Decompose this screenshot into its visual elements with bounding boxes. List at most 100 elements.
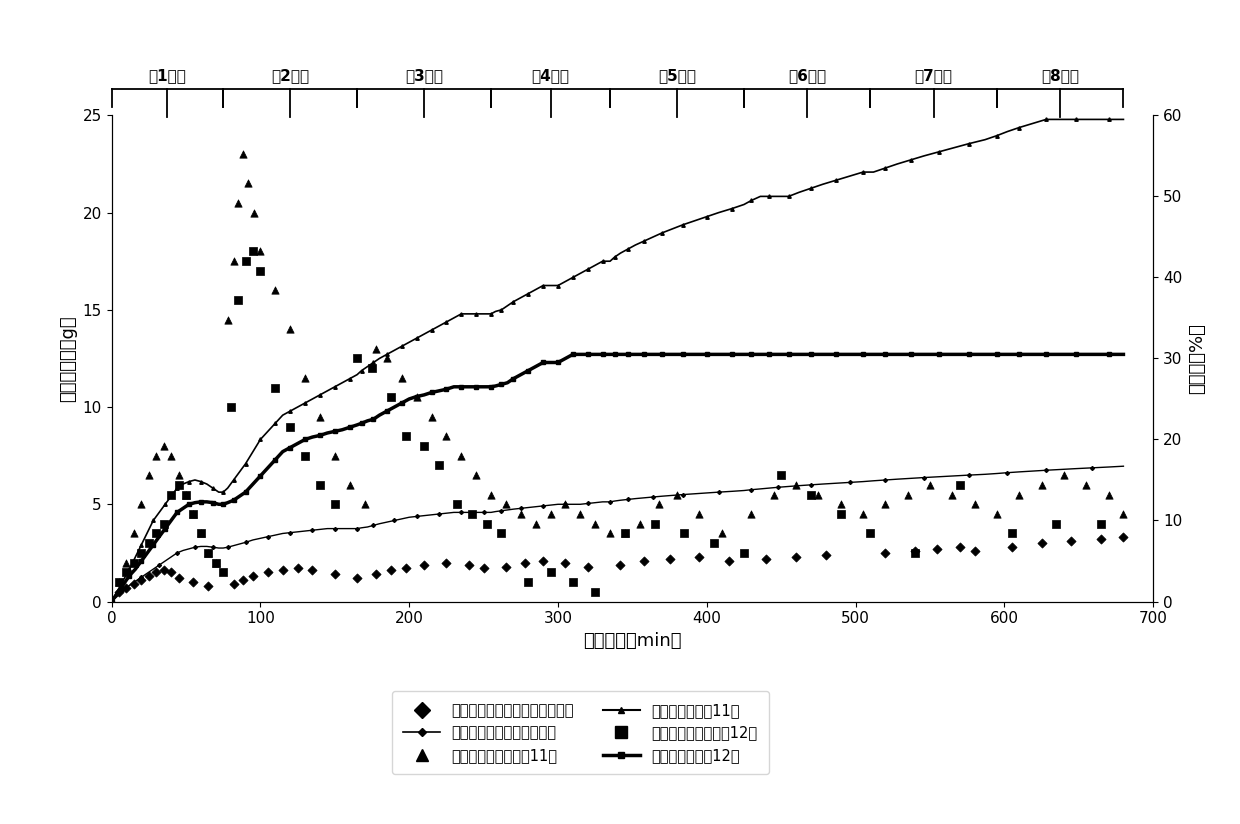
Point [295,372,315,385]
Point [675,527,694,540]
Point [161,566,181,579]
Point [1099,488,1118,501]
Point [243,245,263,258]
Text: 第5周期: 第5周期 [658,68,696,82]
Text: 第3周期: 第3周期 [405,68,443,82]
Point [905,546,925,559]
Point [310,478,330,491]
Point [861,527,880,540]
Point [154,517,174,531]
Point [238,177,258,190]
Point [154,564,174,577]
Point [615,527,635,540]
Point [474,562,494,575]
Point [223,578,243,591]
Point [942,488,962,501]
Point [250,245,270,258]
Point [689,508,709,521]
Point [191,527,211,540]
Point [660,552,680,565]
Point [585,585,605,598]
Point [303,564,322,577]
Point [131,574,151,587]
Point [786,478,806,491]
Point [198,546,218,559]
Point [161,449,181,462]
Point [109,575,129,588]
Point [362,362,382,375]
Point [325,498,345,511]
Point [920,478,940,491]
Point [734,546,754,559]
Point [146,449,166,462]
Point [965,498,985,511]
Point [446,498,466,511]
Point [407,391,427,404]
Point [347,352,367,365]
Point [898,488,918,501]
Point [610,558,630,571]
Point [347,572,367,585]
Point [831,508,851,521]
Point [491,527,511,540]
Point [221,400,241,414]
Point [1061,535,1081,548]
Text: 第4周期: 第4周期 [532,68,569,82]
Point [786,550,806,564]
Point [414,439,434,452]
Point [228,196,248,209]
Point [124,527,144,540]
Point [541,566,560,579]
Point [176,488,196,501]
Point [131,498,151,511]
Point [801,488,821,501]
Point [198,579,218,592]
Point [223,255,243,268]
Point [154,439,174,452]
Point [742,508,761,521]
Point [124,556,144,569]
Point [496,498,516,511]
Point [228,293,248,307]
Point [355,498,374,511]
Point [1114,531,1133,544]
Point [233,574,253,587]
Point [367,568,387,581]
Point [382,564,402,577]
Point [1114,508,1133,521]
Text: 第7周期: 第7周期 [915,68,952,82]
Text: 第8周期: 第8周期 [1042,68,1079,82]
Point [367,342,387,355]
Point [451,449,471,462]
Point [1091,517,1111,531]
Point [1002,541,1022,554]
Point [218,313,238,326]
Point [288,562,308,575]
Point [526,517,546,531]
Point [533,554,553,567]
Point [719,554,739,567]
Point [756,552,776,565]
Point [630,517,650,531]
Text: 第1周期: 第1周期 [149,68,186,82]
Point [585,517,605,531]
Point [131,546,151,559]
Point [600,527,620,540]
Point [667,488,687,501]
Point [466,469,486,482]
Point [184,575,203,588]
Point [169,572,188,585]
Point [184,508,203,521]
Point [397,429,417,442]
Point [987,508,1007,521]
Point [280,420,300,433]
Point [169,478,188,491]
Point [258,566,278,579]
Point [392,372,412,385]
Point [436,556,456,569]
Point [950,478,970,491]
Point [280,323,300,336]
Point [516,556,536,569]
Point [704,536,724,550]
Point [496,560,516,574]
